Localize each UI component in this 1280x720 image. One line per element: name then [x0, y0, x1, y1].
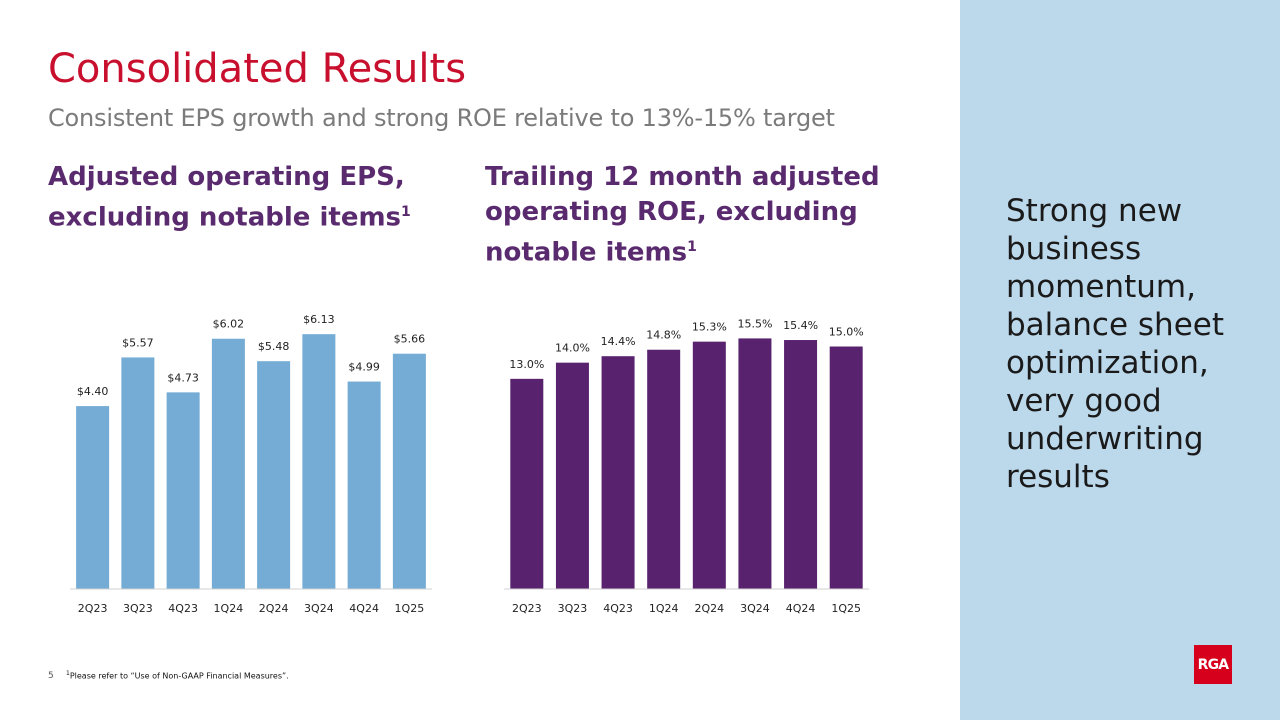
x-tick-label: 2Q24 — [694, 602, 724, 615]
side-text: Strong new business momentum, balance sh… — [1006, 193, 1224, 495]
bar — [392, 353, 426, 589]
x-tick-label: 4Q23 — [603, 602, 633, 615]
x-tick-label: 1Q25 — [395, 602, 425, 615]
footnote-mark: 1 — [401, 204, 411, 220]
x-tick-label: 2Q24 — [259, 602, 289, 615]
value-label: $5.57 — [122, 336, 154, 349]
chart-title: Trailing 12 month adjusted operating ROE… — [485, 160, 905, 271]
bar — [510, 378, 544, 589]
value-label: $5.48 — [258, 340, 290, 353]
bar — [257, 361, 291, 589]
footnote-mark: 1 — [66, 670, 70, 677]
x-tick-label: 3Q23 — [558, 602, 588, 615]
x-tick-label: 4Q23 — [168, 602, 198, 615]
logo: RGA — [1194, 645, 1232, 684]
bar — [829, 346, 863, 589]
x-tick-label: 4Q24 — [786, 602, 816, 615]
x-tick-label: 3Q24 — [740, 602, 770, 615]
value-label: $4.40 — [77, 385, 109, 398]
bar — [347, 381, 381, 589]
bar — [76, 406, 110, 589]
bar — [166, 392, 200, 589]
x-tick-label: 3Q23 — [123, 602, 153, 615]
bar — [211, 338, 245, 589]
x-tick-label: 2Q23 — [78, 602, 108, 615]
x-tick-label: 1Q24 — [214, 602, 244, 615]
x-tick-label: 3Q24 — [304, 602, 334, 615]
charts: $4.40 2Q23 $5.57 3Q23 $4.73 4Q23 $6.02 1Q24 $5.4… — [70, 313, 869, 615]
chart-title-text: Trailing 12 month adjusted operating ROE… — [485, 162, 880, 268]
chart-title-text: Adjusted operating EPS, excluding notabl… — [48, 162, 405, 233]
x-tick-label: 2Q23 — [512, 602, 542, 615]
value-label: 14.8% — [646, 329, 681, 342]
value-label: 15.5% — [737, 317, 772, 330]
slide-title: Consolidated Results — [48, 46, 467, 92]
x-tick-label: 1Q24 — [649, 602, 679, 615]
bar — [302, 334, 336, 589]
value-label: 14.4% — [601, 335, 636, 348]
bar — [601, 356, 635, 589]
bar — [738, 338, 772, 589]
value-label: $6.02 — [213, 318, 245, 331]
x-tick-label: 1Q25 — [831, 602, 861, 615]
slide-subtitle: Consistent EPS growth and strong ROE rel… — [48, 104, 835, 132]
bar — [692, 341, 726, 589]
value-label: $6.13 — [303, 313, 335, 326]
value-label: $4.73 — [167, 371, 199, 384]
bar — [555, 362, 589, 589]
value-label: 15.0% — [829, 326, 864, 339]
value-label: $5.66 — [394, 333, 426, 346]
value-label: 15.3% — [692, 321, 727, 334]
bar — [647, 349, 681, 589]
chart-title: Adjusted operating EPS, excluding notabl… — [48, 160, 448, 236]
page-number: 5 — [48, 671, 54, 681]
bar — [784, 340, 818, 589]
side-panel — [960, 0, 1280, 720]
bar — [121, 357, 155, 589]
value-label: $4.99 — [348, 361, 380, 374]
footnote-mark: 1 — [687, 239, 697, 255]
value-label: 15.4% — [783, 319, 818, 332]
footnote-text: Please refer to “Use of Non-GAAP Financi… — [69, 671, 289, 681]
footnote: 1Please refer to “Use of Non-GAAP Financ… — [66, 670, 289, 681]
value-label: 13.0% — [509, 358, 544, 371]
value-label: 14.0% — [555, 342, 590, 355]
x-tick-label: 4Q24 — [349, 602, 379, 615]
